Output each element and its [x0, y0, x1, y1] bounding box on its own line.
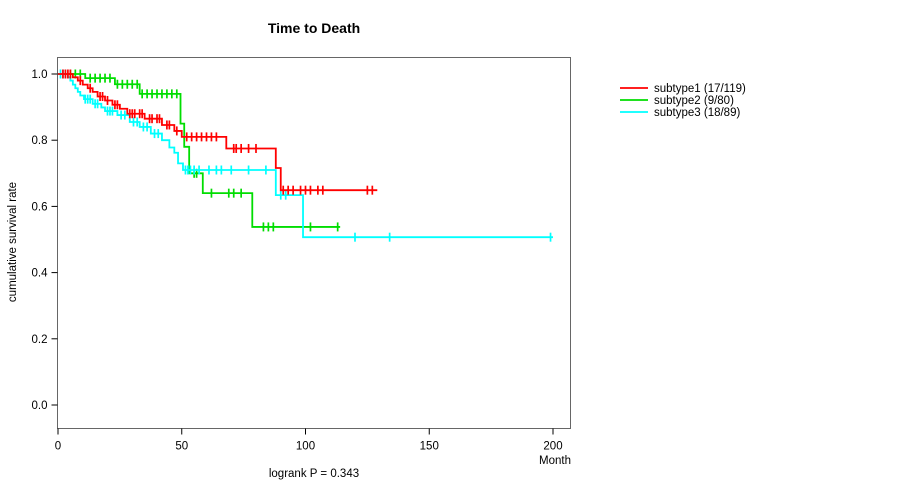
- x-axis-title: Month: [539, 455, 571, 467]
- legend-label-subtype2: subtype2 (9/80): [654, 95, 734, 107]
- plot-title: Time to Death: [267, 20, 361, 36]
- y-axis-title-text: cumulative survival rate: [7, 181, 19, 303]
- survival-curve-subtype1: [58, 73, 378, 192]
- x-axis-tick-label: 200: [543, 441, 562, 453]
- logrank-p-value: logrank P = 0.343: [268, 468, 360, 480]
- y-axis-tick-label: 0.0: [32, 400, 48, 412]
- x-axis-tick-label: 150: [420, 441, 439, 453]
- plot-frame: [57, 57, 571, 429]
- legend-label-subtype3: subtype3 (18/89): [654, 107, 740, 119]
- y-axis-tick-label: 0.4: [32, 268, 49, 280]
- y-axis-tick-label: 0.6: [32, 201, 48, 213]
- y-axis-tick-label: 0.8: [32, 135, 48, 147]
- legend-label-subtype1: subtype1 (17/119): [654, 83, 746, 95]
- x-axis-tick-label: 50: [175, 441, 188, 453]
- survival-curve-subtype3: [58, 73, 553, 239]
- y-axis-tick-label: 1.0: [32, 69, 48, 81]
- y-axis-tick-label: 0.2: [32, 334, 48, 346]
- x-axis-tick-label: 0: [55, 441, 61, 453]
- x-axis-tick-label: 100: [296, 441, 315, 453]
